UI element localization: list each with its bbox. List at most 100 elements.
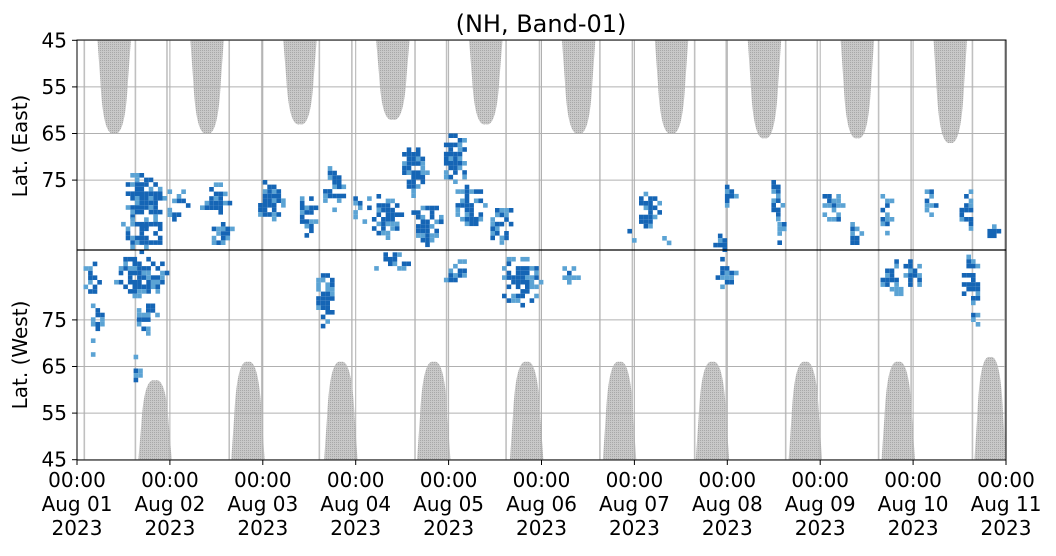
- echo-cell: [394, 221, 400, 227]
- echo-cell: [996, 228, 1002, 234]
- echo-cell: [411, 152, 416, 157]
- echo-cell: [357, 200, 363, 206]
- echo-cell: [420, 156, 426, 162]
- x-tick-label: 2023: [237, 516, 288, 540]
- echo-cell: [453, 161, 458, 166]
- x-tick-label: 00:00: [141, 468, 199, 492]
- echo-cell: [381, 230, 386, 236]
- echo-cell: [148, 209, 154, 215]
- echo-cell: [562, 275, 567, 280]
- echo-cell: [662, 236, 667, 241]
- x-tick-label: 00:00: [48, 468, 106, 492]
- echo-cell: [483, 203, 488, 208]
- x-tick-label: Aug 03: [227, 492, 298, 516]
- echo-cell: [462, 268, 467, 274]
- echo-cell: [114, 279, 119, 285]
- echo-cell: [411, 170, 416, 175]
- echo-cell: [717, 238, 723, 243]
- echo-cell: [136, 317, 142, 322]
- echo-cell: [130, 182, 135, 187]
- echo-cell: [420, 224, 426, 229]
- echo-cell: [130, 240, 135, 245]
- echo-cell: [502, 293, 507, 299]
- echo-cell: [148, 221, 154, 227]
- echo-cell: [160, 275, 165, 280]
- echo-cell: [141, 284, 147, 290]
- echo-cell: [490, 235, 495, 241]
- echo-cell: [885, 230, 890, 236]
- echo-cell: [218, 196, 223, 201]
- echo-cell: [330, 296, 335, 301]
- echo-cell: [411, 161, 416, 166]
- echo-cell: [150, 261, 156, 267]
- echo-cell: [181, 198, 186, 204]
- echo-cell: [144, 240, 149, 245]
- echo-cell: [304, 210, 310, 215]
- y-tick-label: 45: [42, 28, 67, 52]
- echo-cell: [425, 170, 430, 175]
- echo-cell: [332, 179, 337, 185]
- echo-cell: [425, 224, 430, 229]
- echo-cell: [130, 205, 135, 210]
- echo-cell: [402, 165, 407, 171]
- echo-cell: [134, 200, 140, 206]
- echo-cell: [929, 203, 934, 208]
- echo-cell: [148, 196, 154, 201]
- echo-cell: [137, 266, 142, 271]
- echo-cell: [420, 233, 426, 238]
- echo-cell: [836, 194, 841, 199]
- echo-cell: [722, 242, 728, 248]
- echo-cell: [332, 184, 337, 190]
- echo-cell: [515, 279, 521, 285]
- echo-cell: [720, 270, 725, 276]
- echo-cell: [150, 308, 156, 313]
- x-tick-label: 00:00: [698, 468, 756, 492]
- echo-cell: [908, 277, 913, 283]
- echo-cell: [502, 275, 507, 280]
- echo-cell: [390, 212, 395, 217]
- echo-cell: [987, 228, 992, 234]
- echo-cell: [148, 205, 154, 210]
- echo-cell: [172, 212, 177, 217]
- echo-cell: [325, 287, 330, 292]
- echo-cell: [139, 226, 145, 232]
- echo-cell: [429, 224, 435, 229]
- echo-cell: [975, 312, 981, 318]
- echo-cell: [420, 237, 426, 243]
- echo-cell: [504, 217, 509, 222]
- echo-cell: [971, 259, 976, 264]
- echo-cell: [429, 214, 435, 220]
- echo-cell: [448, 133, 454, 138]
- echo-cell: [146, 312, 151, 318]
- echo-cell: [425, 228, 430, 234]
- echo-cell: [327, 166, 333, 171]
- echo-cell: [220, 231, 226, 236]
- echo-cell: [144, 182, 149, 187]
- echo-cell: [648, 200, 653, 206]
- echo-cell: [515, 284, 521, 290]
- echo-cell: [118, 266, 124, 271]
- echo-cell: [822, 212, 828, 217]
- echo-cell: [961, 273, 967, 278]
- echo-cell: [262, 193, 268, 199]
- echo-cell: [167, 212, 173, 217]
- echo-cell: [262, 189, 268, 194]
- echo-cell: [717, 233, 723, 239]
- echo-cell: [139, 235, 145, 241]
- echo-cell: [155, 275, 161, 280]
- echo-cell: [520, 302, 525, 308]
- echo-cell: [83, 284, 89, 290]
- echo-cell: [464, 184, 470, 190]
- echo-cell: [227, 200, 233, 206]
- echo-cell: [724, 203, 730, 208]
- echo-cell: [469, 221, 474, 227]
- echo-cell: [415, 170, 421, 175]
- echo-cell: [118, 279, 124, 285]
- echo-cell: [490, 217, 495, 222]
- echo-cell: [146, 275, 151, 280]
- echo-cell: [399, 212, 405, 217]
- echo-cell: [648, 205, 653, 211]
- echo-cell: [316, 277, 321, 283]
- echo-cell: [385, 198, 391, 204]
